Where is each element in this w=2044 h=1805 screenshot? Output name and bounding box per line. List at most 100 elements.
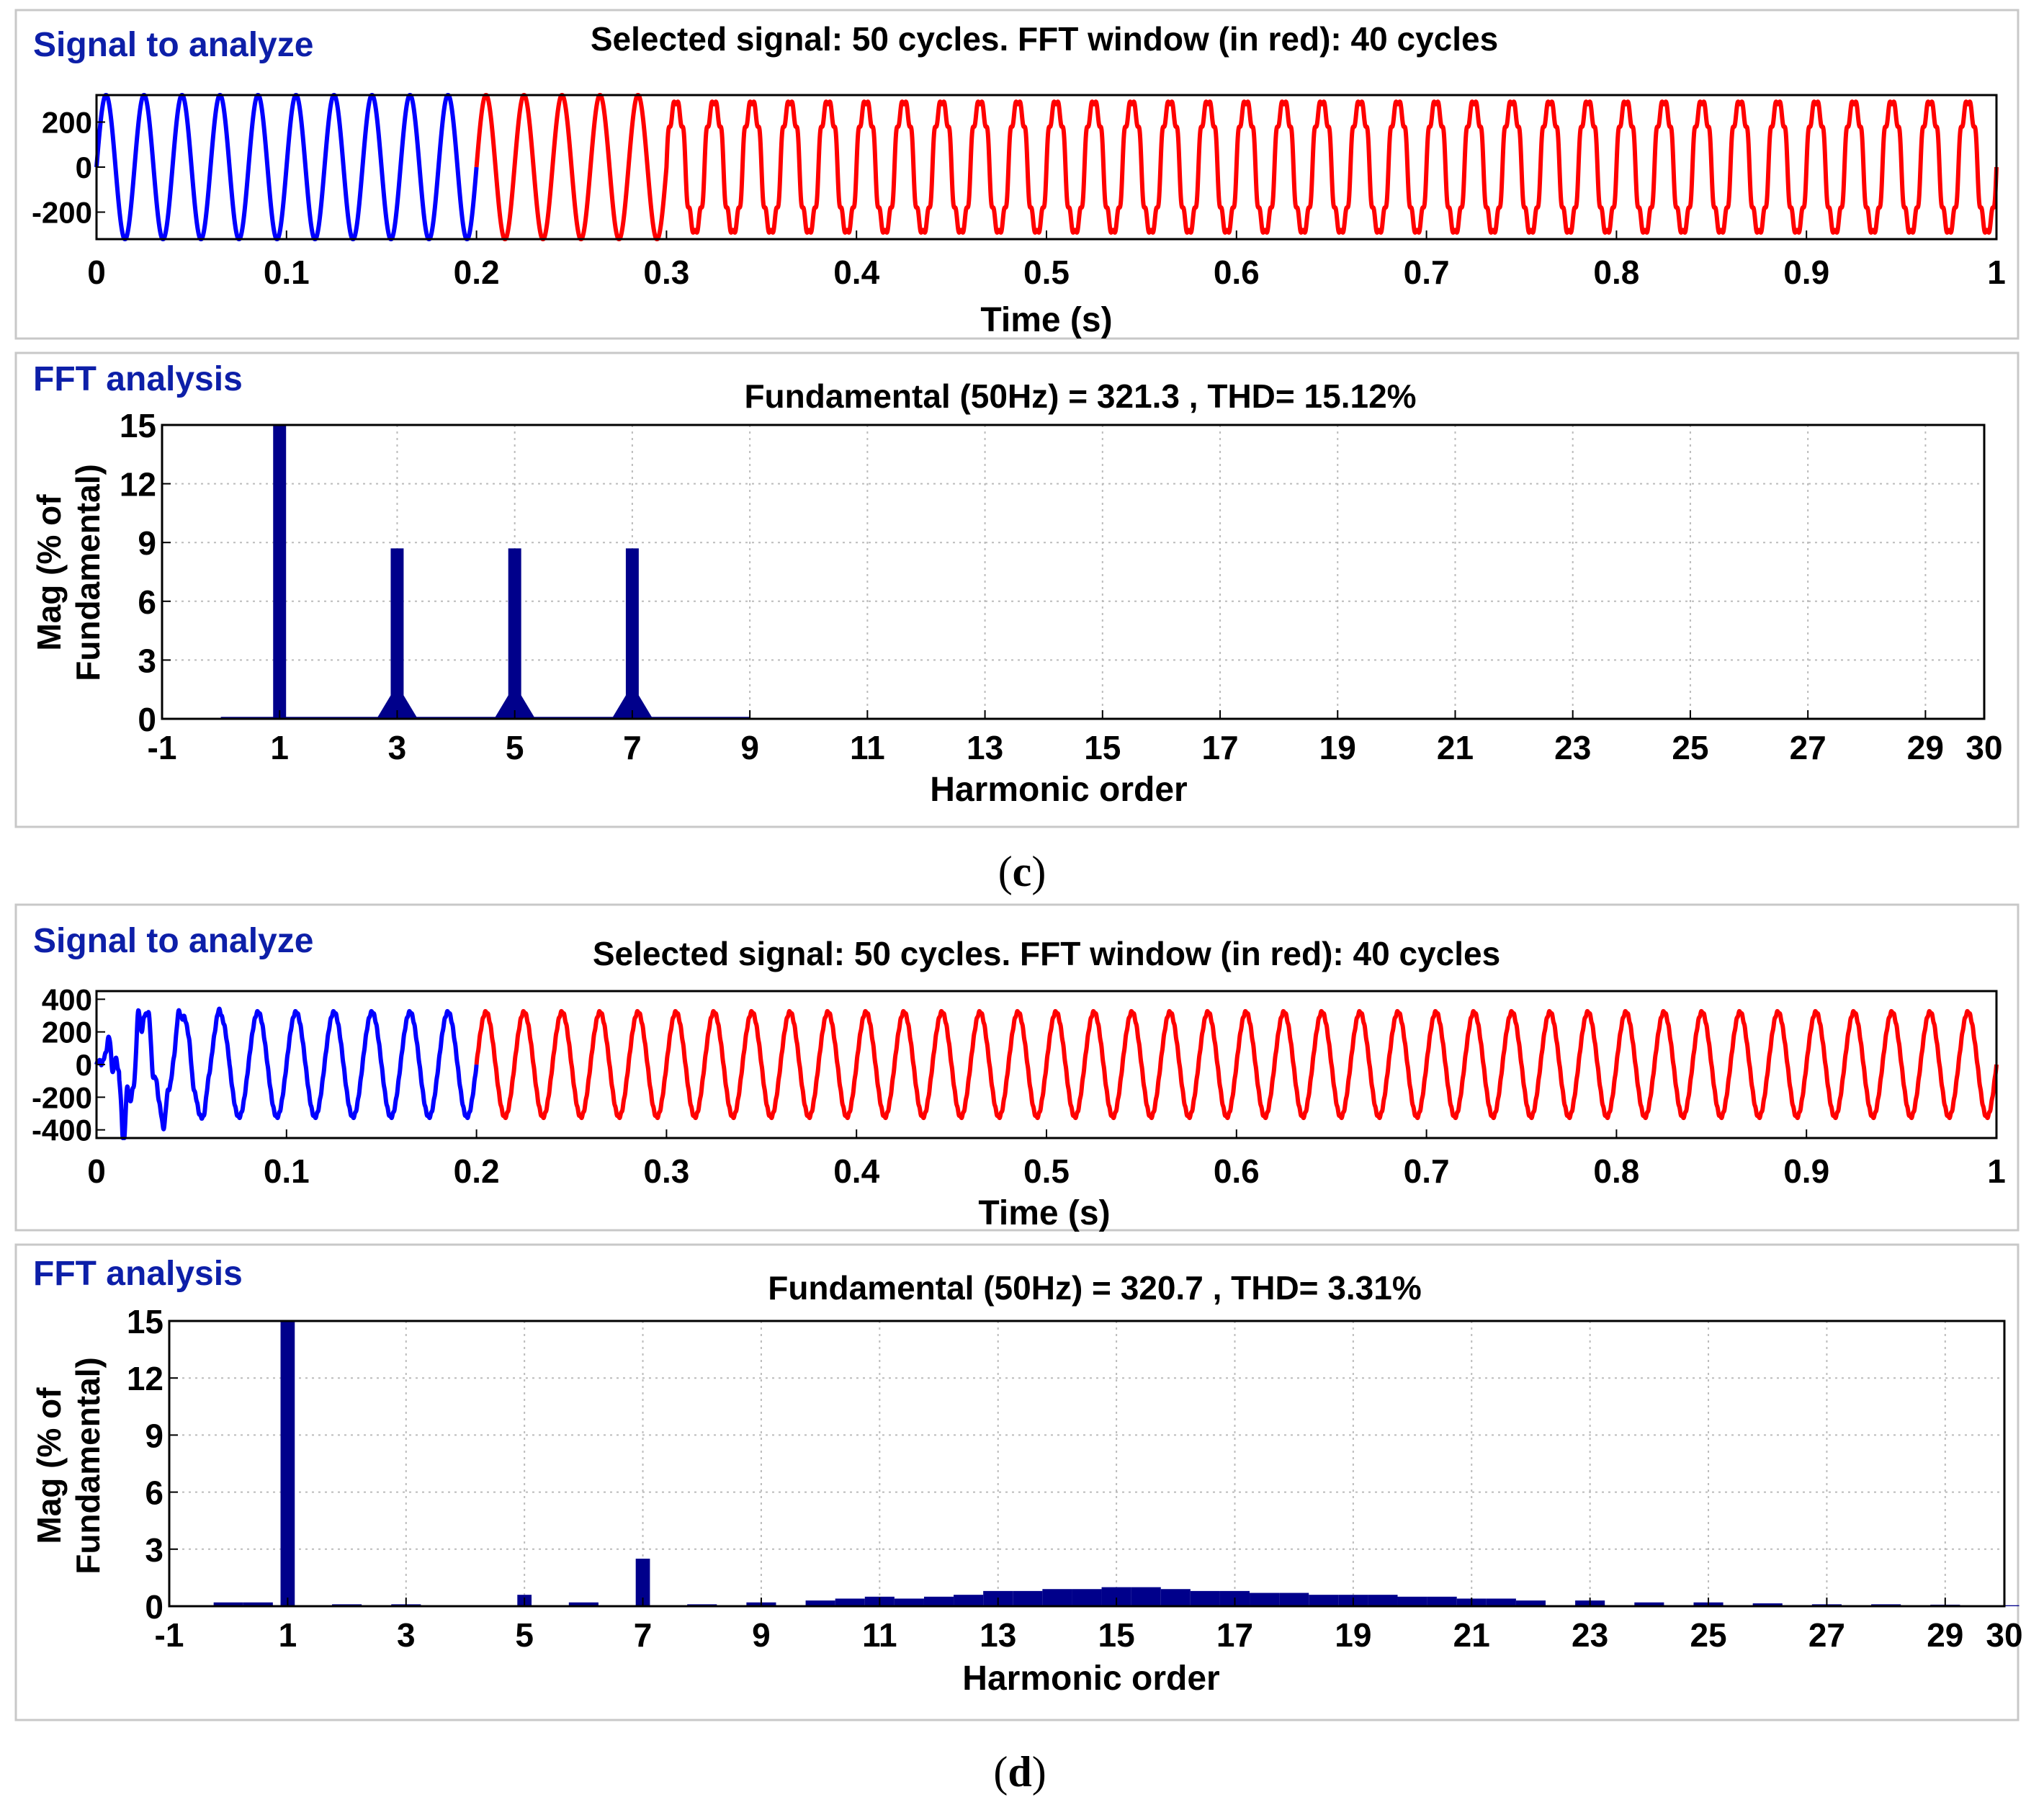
fft-d-bar-h26 — [1752, 1603, 1783, 1606]
fft-d-bar-h1 — [280, 1321, 295, 1606]
fft-d-bar-h19.5 — [1368, 1595, 1398, 1606]
fft-d-xtick-label: 27 — [1808, 1616, 1845, 1654]
signal-panel-c-label: Signal to analyze — [33, 26, 313, 64]
signal-c-xtick-label: 0.1 — [264, 254, 310, 291]
fft-c-xtick-label: 27 — [1790, 729, 1826, 766]
fft-d-bar-h22 — [1515, 1600, 1546, 1606]
signal-d-fft-window-trace — [474, 1008, 1999, 1121]
fft-d-bar-h21.5 — [1486, 1598, 1516, 1606]
fft-c-ytick-label: 12 — [120, 466, 156, 503]
signal-panel-c: Signal to analyze Selected signal: 50 cy… — [14, 9, 2020, 340]
fft-d-y-axis-label-line1: Mag (% of — [30, 1387, 68, 1544]
signal-d-xtick-label: 0.6 — [1214, 1152, 1260, 1190]
fft-d-ytick-label: 6 — [145, 1474, 163, 1512]
fft-d-xtick-label: 3 — [397, 1616, 416, 1654]
fft-c-bar-h7 — [625, 548, 639, 719]
fft-panel-c-label: FFT analysis — [33, 360, 243, 398]
fft-d-xtick-label: 23 — [1572, 1616, 1608, 1654]
fft-c-ytick-label: 15 — [120, 407, 156, 444]
fft-d-xtick-label: 13 — [980, 1616, 1016, 1654]
fft-panel-d-label: FFT analysis — [33, 1255, 243, 1293]
signal-d-xtick-label: 0.3 — [643, 1152, 689, 1190]
fft-c-ytick-label: 6 — [138, 583, 156, 621]
fft-d-bar-h13.5 — [1013, 1590, 1043, 1606]
fft-c-bar-h1 — [273, 425, 287, 719]
fft-d-axes-box — [168, 1320, 2006, 1608]
fft-c-xtick-label: 3 — [388, 729, 407, 766]
fft-panel-c-title: Fundamental (50Hz) = 321.3 , THD= 15.12% — [744, 377, 1416, 415]
fft-d-bar-h24 — [1634, 1602, 1664, 1606]
fft-d-bar-h20.5 — [1427, 1596, 1457, 1606]
fft-d-xtick-label: 17 — [1216, 1616, 1253, 1654]
fft-c-xtick-label: 7 — [623, 729, 642, 766]
fft-panel-c-frame — [14, 351, 2020, 828]
fft-d-bar-h15.5 — [1131, 1587, 1161, 1606]
fft-c-xtick-label: 23 — [1554, 729, 1591, 766]
signal-d-x-axis-label: Time (s) — [978, 1194, 1110, 1232]
fft-d-y-axis-label-line2: Fundamental) — [69, 1357, 107, 1575]
signal-d-ytick-label: 200 — [42, 1016, 92, 1049]
fft-panel-d-title: Fundamental (50Hz) = 320.7 , THD= 3.31% — [768, 1269, 1422, 1307]
caption-c: (c) — [998, 848, 1046, 895]
fft-d-bar-h14 — [1042, 1589, 1072, 1606]
signal-c-ytick-label: 0 — [76, 151, 92, 184]
fft-c-ytick-label: 0 — [138, 701, 156, 738]
fft-d-bar-h11.5 — [894, 1598, 924, 1606]
signal-c-x-axis-label: Time (s) — [980, 301, 1112, 339]
fft-panel-d-frame — [14, 1243, 2020, 1721]
signal-d-xtick-label: 0.4 — [833, 1152, 879, 1190]
fft-c-skirt-h5 — [494, 695, 536, 719]
fft-c-xtick-label: 1 — [270, 729, 289, 766]
fft-c-y-axis-label-line1: Mag (% of — [30, 494, 68, 651]
fft-c-xtick-label: 21 — [1437, 729, 1474, 766]
signal-c-xtick-label: 0.6 — [1214, 254, 1260, 291]
fft-c-xtick-label: 9 — [740, 729, 759, 766]
fft-d-xtick-label: -1 — [155, 1616, 184, 1654]
fft-c-ytick-label: 3 — [138, 642, 156, 679]
signal-d-pre-window-trace — [94, 1006, 479, 1140]
fft-d-bar-h16 — [1160, 1589, 1191, 1606]
fft-c-xtick-label: 11 — [850, 729, 885, 766]
signal-d-xtick-label: 0.7 — [1404, 1152, 1450, 1190]
fft-d-bar-h7 — [635, 1559, 650, 1606]
fft-d-bar-h12 — [923, 1596, 954, 1606]
figure-c: Signal to analyze Selected signal: 50 cy… — [14, 9, 2020, 895]
signal-panel-d-title: Selected signal: 50 cycles. FFT window (… — [593, 935, 1500, 972]
fft-d-xtick-label: 9 — [752, 1616, 771, 1654]
signal-d-xtick-label: 0.1 — [264, 1152, 310, 1190]
signal-c-xtick-label: 0.9 — [1783, 254, 1829, 291]
signal-c-xtick-label: 0.8 — [1593, 254, 1639, 291]
signal-d-xtick-label: 0.9 — [1783, 1152, 1829, 1190]
fft-d-bar-h16.5 — [1190, 1590, 1220, 1606]
fft-d-xtick-label: 5 — [515, 1616, 534, 1654]
fft-c-bar-h3 — [390, 548, 404, 719]
fft-d-xtick-label: 25 — [1690, 1616, 1726, 1654]
fft-d-bar-h18 — [1279, 1593, 1309, 1606]
signal-c-pre-window-trace — [94, 93, 479, 241]
fft-d-ytick-label: 15 — [127, 1303, 163, 1340]
signal-d-xtick-label: 0 — [87, 1152, 106, 1190]
signal-c-xtick-label: 0 — [87, 254, 106, 291]
signal-c-xtick-label: 0.4 — [833, 254, 879, 291]
fft-d-bar-h6 — [568, 1602, 599, 1606]
fft-c-xtick-label: -1 — [148, 729, 177, 766]
signal-panel-d-frame — [14, 903, 2020, 1232]
fft-c-xtick-label: 5 — [506, 729, 524, 766]
fft-d-bar-h17.5 — [1250, 1593, 1280, 1606]
fft-d-ytick-label: 3 — [145, 1531, 163, 1569]
fft-d-ytick-label: 0 — [145, 1588, 163, 1626]
fft-c-xtick-label: 30 — [1965, 729, 2002, 766]
fft-d-xtick-label: 7 — [634, 1616, 653, 1654]
signal-d-ytick-label: -200 — [32, 1080, 92, 1114]
fft-d-bar-h20 — [1397, 1596, 1427, 1606]
fft-d-xtick-label: 15 — [1098, 1616, 1135, 1654]
fft-d-bar-h14.5 — [1072, 1589, 1102, 1606]
signal-c-xtick-label: 0.2 — [454, 254, 500, 291]
signal-d-xtick-label: 1 — [1987, 1152, 2006, 1190]
signal-c-ytick-label: 200 — [42, 106, 92, 140]
fft-d-xtick-label: 11 — [862, 1616, 897, 1654]
fft-d-xtick-label: 30 — [1986, 1616, 2022, 1654]
signal-c-xtick-label: 1 — [1987, 254, 2006, 291]
signal-d-xtick-label: 0.5 — [1023, 1152, 1070, 1190]
